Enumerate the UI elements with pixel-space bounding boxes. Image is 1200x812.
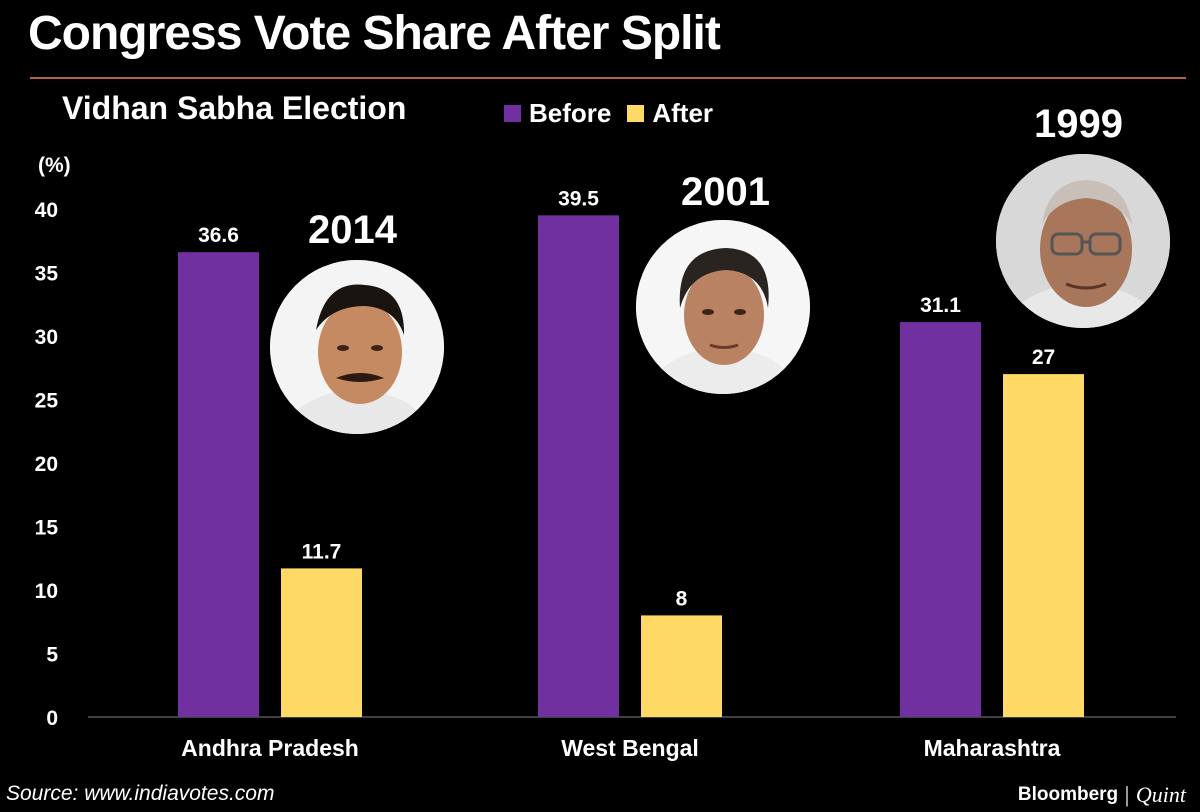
- source-note: Source: www.indiavotes.com: [6, 782, 275, 805]
- legend-item-after: After: [627, 98, 713, 129]
- legend-label-before: Before: [529, 98, 612, 128]
- bar-before: [178, 252, 259, 717]
- y-tick-label: 40: [35, 199, 58, 222]
- year-label-2014: 2014: [308, 208, 397, 252]
- year-label-1999: 1999: [1034, 102, 1123, 146]
- legend-item-before: Before: [504, 98, 611, 129]
- y-tick-label: 0: [46, 707, 58, 730]
- data-label: 11.7: [302, 540, 342, 563]
- bar-after: [1003, 374, 1084, 717]
- brand-bloomberg: Bloomberg: [1017, 784, 1119, 805]
- bar-before: [900, 322, 981, 717]
- legend-swatch-after: [627, 105, 645, 122]
- legend: Before After: [504, 98, 729, 129]
- brand-quint: Quint: [1135, 782, 1186, 807]
- person-portrait-icon: [636, 220, 810, 394]
- title-divider: [30, 77, 1186, 79]
- legend-label-after: After: [652, 98, 714, 128]
- x-tick-label: Andhra Pradesh: [181, 735, 359, 761]
- bar-before: [538, 215, 619, 717]
- y-tick-label: 10: [35, 580, 58, 603]
- y-tick-label: 25: [35, 390, 59, 413]
- bar-after: [641, 615, 722, 717]
- brand-separator: |: [1124, 782, 1130, 807]
- y-tick-label: 35: [35, 263, 59, 286]
- data-label: 31.1: [920, 294, 961, 317]
- data-label: 39.5: [558, 187, 599, 210]
- brand-logo: Bloomberg | Quint: [1018, 782, 1186, 808]
- x-tick-label: West Bengal: [561, 735, 699, 761]
- y-tick-label: 30: [35, 326, 58, 349]
- y-axis-label: (%): [38, 154, 71, 177]
- y-tick-label: 5: [46, 644, 58, 667]
- y-tick-label: 20: [35, 453, 58, 476]
- data-label: 27: [1032, 346, 1055, 369]
- data-label: 36.6: [198, 224, 239, 247]
- bar-after: [281, 568, 362, 717]
- chart-subtitle: Vidhan Sabha Election: [62, 90, 407, 126]
- person-portrait-icon: [996, 154, 1170, 328]
- chart-title: Congress Vote Share After Split: [28, 7, 721, 60]
- person-portrait-icon: [270, 260, 444, 434]
- y-tick-label: 15: [35, 517, 59, 540]
- x-tick-label: Maharashtra: [924, 735, 1061, 761]
- legend-swatch-before: [504, 105, 521, 122]
- data-label: 8: [676, 587, 688, 610]
- year-label-2001: 2001: [681, 170, 770, 214]
